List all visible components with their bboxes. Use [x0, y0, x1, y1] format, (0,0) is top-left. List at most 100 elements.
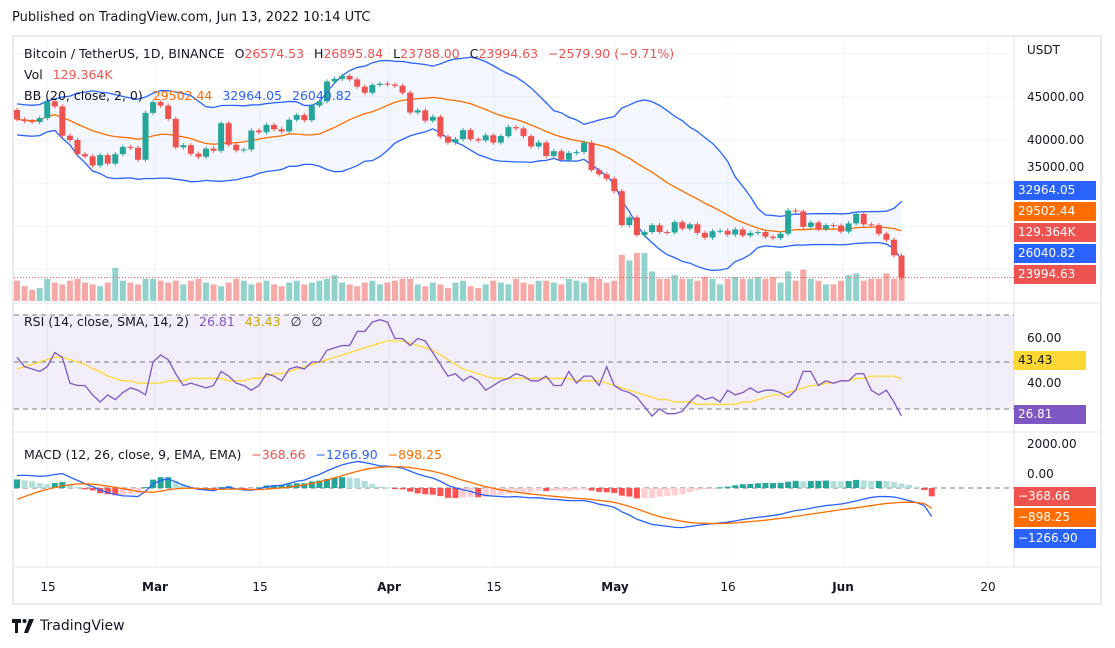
tradingview-logo[interactable]: TradingView [12, 618, 125, 634]
bb-lower-tag: 26040.82 [1014, 244, 1096, 263]
macd-histogram-bar [59, 482, 66, 488]
volume-bar [134, 284, 141, 301]
macd-histogram-bar [845, 481, 852, 488]
macd-histogram-bar [119, 488, 126, 496]
candle-body [414, 110, 421, 113]
macd-histogram-bar [543, 488, 550, 492]
candle-body [21, 119, 28, 122]
time-tick: Apr [377, 580, 401, 594]
volume-bar [263, 280, 270, 301]
volume-bar [883, 273, 890, 301]
volume-bar [97, 286, 104, 301]
volume-bar [233, 278, 240, 301]
macd-histogram-bar [36, 483, 43, 488]
volume-bar [384, 282, 391, 301]
volume-bar [838, 280, 845, 301]
macd-histogram-bar [157, 477, 164, 488]
time-tick: 20 [980, 580, 996, 594]
bb-upper-value: 32964.05 [222, 88, 283, 103]
candle-body [588, 142, 595, 171]
volume-bar [187, 280, 194, 301]
candle-body [838, 225, 845, 232]
candle-body [293, 115, 300, 120]
candle-body [565, 152, 572, 160]
candle-body [240, 149, 247, 151]
volume-bar [467, 286, 474, 301]
currency-label: USDT [1027, 43, 1060, 57]
volume-bar [104, 282, 111, 301]
volume-bar [82, 282, 89, 301]
volume-bar [460, 280, 467, 301]
close-label: C [469, 46, 479, 61]
candle-body [558, 151, 565, 160]
volume-bar [777, 282, 784, 301]
volume-bar [301, 284, 308, 301]
volume-bar [21, 286, 28, 301]
macd-histogram-bar [528, 488, 535, 492]
macd-histogram-bar [467, 488, 474, 497]
candle-body [512, 127, 519, 129]
volume-bar [157, 280, 164, 301]
volume-bar [633, 253, 640, 301]
volume-bar [679, 278, 686, 301]
symbol-legend: Bitcoin / TetherUS, 1D, BINANCE O26574.5… [24, 46, 680, 61]
candle-body [195, 153, 202, 157]
candle-body [633, 217, 640, 236]
candle-body [543, 142, 550, 156]
volume-bar [316, 280, 323, 301]
candle-body [255, 130, 262, 133]
candle-body [762, 232, 769, 237]
volume-bar [868, 278, 875, 301]
candle-body [263, 124, 270, 133]
candle-body [225, 123, 232, 145]
bb-lower-value: 26040.82 [292, 88, 352, 103]
macd-histogram-bar [437, 488, 444, 497]
candle-body [770, 236, 776, 239]
candle-body [104, 155, 111, 164]
volume-bar [558, 284, 565, 301]
macd-histogram-bar [240, 488, 247, 489]
macd-histogram-bar [444, 488, 451, 498]
last-price-tag: 23994.63 [1014, 265, 1096, 284]
macd-histogram-bar [376, 486, 383, 488]
volume-bar [339, 282, 346, 301]
candle-body [127, 146, 134, 148]
macd-histogram-bar [165, 477, 172, 488]
volume-bar [444, 288, 451, 301]
candle-body [316, 101, 323, 106]
macd-histogram-bar [928, 488, 935, 497]
candle-body [172, 118, 179, 148]
candle-body [883, 233, 890, 240]
macd-histogram-bar [369, 483, 376, 488]
candle-body [150, 102, 157, 113]
macd-histogram-bar [460, 488, 467, 498]
candle-body [165, 105, 172, 119]
volume-bar [293, 280, 300, 301]
macd-histogram-bar [739, 484, 746, 488]
macd-histogram-bar [694, 488, 701, 491]
macd-histogram-bar [860, 480, 867, 488]
volume-bar [724, 278, 731, 301]
volume-bar [747, 278, 754, 301]
volume-bar [210, 284, 217, 301]
time-tick: 15 [486, 580, 502, 594]
volume-bar [172, 280, 179, 301]
volume-bar [203, 282, 209, 301]
macd-histogram-bar [558, 488, 565, 491]
volume-bar [770, 277, 776, 301]
macd-histogram-bar [74, 487, 81, 489]
volume-bar [165, 282, 172, 301]
macd-hist-tag: −368.66 [1014, 487, 1096, 506]
rsi-ma-value: 43.43 [244, 314, 281, 329]
volume-tag: 129.364K [1014, 223, 1096, 242]
rsi-tick: 40.00 [1027, 376, 1062, 390]
time-tick: Jun [832, 580, 854, 594]
volume-label: Vol [24, 67, 43, 82]
volume-bar [739, 278, 746, 301]
macd-histogram-bar [308, 481, 315, 488]
macd-histogram-bar [603, 488, 610, 493]
volume-bar [240, 280, 247, 301]
volume-bar [573, 280, 580, 301]
candle-body [732, 229, 739, 235]
